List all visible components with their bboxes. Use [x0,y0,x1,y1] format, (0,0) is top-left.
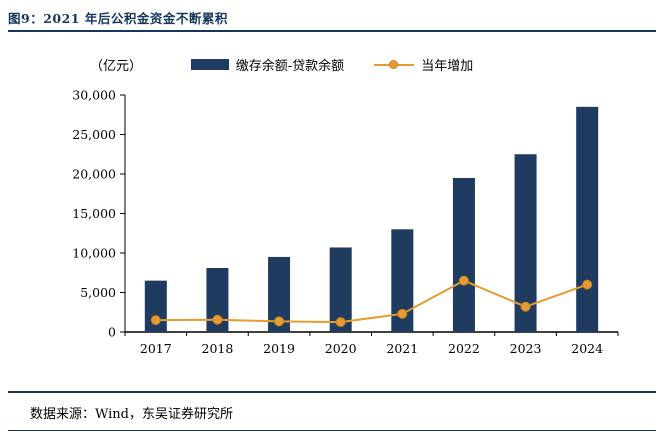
x-axis-tick-label: 2024 [571,341,603,356]
figure-title: 图9：2021 年后公积金资金不断累积 [8,11,228,26]
bar [268,256,291,332]
x-axis-tick-label: 2019 [263,341,295,356]
legend-item-line-series: 当年增加 [374,55,473,74]
bar-series-label: 缴存余额-贷款余额 [235,59,345,74]
bar [206,268,229,332]
line-marker [150,315,161,326]
x-axis-tick-label: 2018 [202,341,234,356]
line-series-path [155,279,588,324]
bar [576,106,599,332]
data-source-text: 数据来源：Wind，东吴证券研究所 [30,407,233,422]
y-axis-tick-label: 10,000 [72,246,116,261]
x-axis-tick-label: 2023 [510,341,542,356]
bar-line-chart: 0 5,000 10,000 15,000 20,000 25,000 30,000 2017… [72,88,619,356]
line-series-label: 当年增加 [421,59,474,74]
bar [452,177,475,332]
source-divider-top [8,391,656,393]
legend-item-bar-series: 缴存余额-贷款余额 [190,55,345,74]
x-axis-tick-label: 2021 [386,341,418,356]
line-series-swatch-marker [389,60,399,69]
line-series-swatch [374,59,415,71]
line-marker [458,275,469,286]
y-axis-tick-label: 25,000 [72,127,116,142]
x-axis-tick-label: 2022 [448,341,480,356]
line-marker [582,279,593,290]
y-axis-tick-label: 20,000 [72,167,116,182]
y-axis-tick-label: 5,000 [80,285,116,300]
line-marker [274,316,285,327]
source-divider-bottom [8,430,656,431]
x-axis-tick-label: 2017 [140,341,172,356]
line-marker [520,301,531,312]
bar-series-swatch [190,59,229,70]
title-divider [8,30,656,32]
bar [514,154,537,332]
y-axis-unit-label: （亿元） [90,59,143,74]
line-marker [397,308,408,319]
y-axis-tick-label: 15,000 [72,206,116,221]
x-axis-tick-label: 2020 [325,341,357,356]
bar [329,247,352,332]
chart-area: 0 5,000 10,000 15,000 20,000 25,000 30,000 2017… [0,80,664,374]
line-marker [212,314,223,325]
chart-legend: 缴存余额-贷款余额 当年增加 [0,55,664,74]
line-marker [335,317,346,328]
bar [391,229,414,332]
y-axis-tick-label: 0 [108,325,116,340]
y-axis-tick-label: 30,000 [72,88,116,103]
